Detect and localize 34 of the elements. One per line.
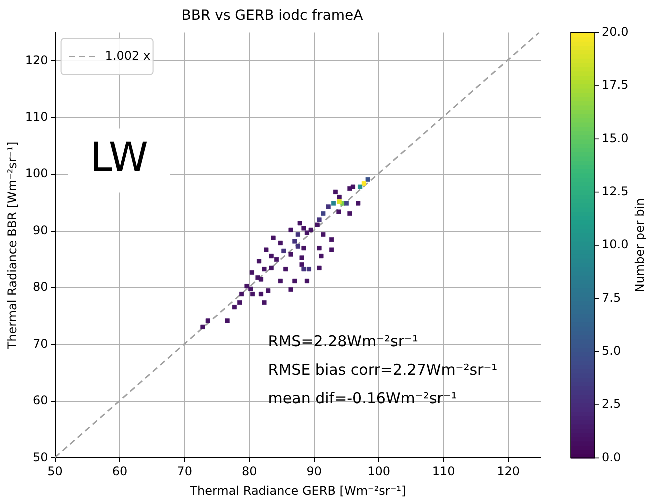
- y-tick-label: 80: [33, 280, 48, 294]
- annotation: mean dif=-0.16Wm⁻²sr⁻¹: [268, 390, 458, 408]
- x-tick-label: 110: [432, 464, 456, 479]
- y-axis-title: Thermal Radiance BBR [Wm⁻²sr⁻¹]: [5, 142, 20, 350]
- color-bar-label: 10.0: [602, 238, 629, 252]
- x-tick-label: 80: [242, 464, 258, 479]
- color-bar-label: 12.5: [602, 184, 629, 198]
- x-tick-label: 50: [48, 464, 63, 479]
- x-tick-label: 120: [497, 464, 520, 479]
- annotation: LW: [90, 135, 148, 182]
- color-bar-title: Number per bin: [633, 198, 648, 293]
- y-tick-label: 90: [33, 223, 48, 238]
- color-bar-label: 5.0: [602, 344, 622, 358]
- y-tick-label: 70: [33, 336, 48, 351]
- y-tick-label: 50: [33, 450, 48, 464]
- y-tick-label: 120: [25, 53, 48, 68]
- x-tick-label: 100: [368, 464, 391, 479]
- color-bar-label: 17.5: [602, 78, 629, 92]
- x-tick-label: 90: [306, 464, 322, 479]
- annotation: RMSE bias corr=2.27Wm⁻²sr⁻¹: [268, 361, 498, 380]
- color-bar-label: 0.0: [602, 450, 622, 464]
- y-tick-label: 110: [25, 110, 48, 124]
- y-tick-label: 100: [25, 166, 48, 181]
- color-bar-label: 20.0: [602, 24, 629, 39]
- x-tick-label: 70: [177, 464, 192, 479]
- y-tick-label: 60: [33, 394, 48, 408]
- chart-title: BBR vs GERB iodc frameA: [182, 8, 364, 24]
- x-axis-title: Thermal Radiance GERB [Wm⁻²sr⁻¹]: [189, 484, 406, 498]
- x-tick-label: 60: [112, 464, 128, 479]
- legend-label: 1.002 x: [105, 48, 151, 63]
- color-bar-label: 15.0: [602, 131, 629, 146]
- color-bar-label: 2.5: [602, 397, 622, 412]
- annotation: RMS=2.28Wm⁻²sr⁻¹: [268, 332, 418, 351]
- color-bar-label: 7.5: [602, 290, 622, 305]
